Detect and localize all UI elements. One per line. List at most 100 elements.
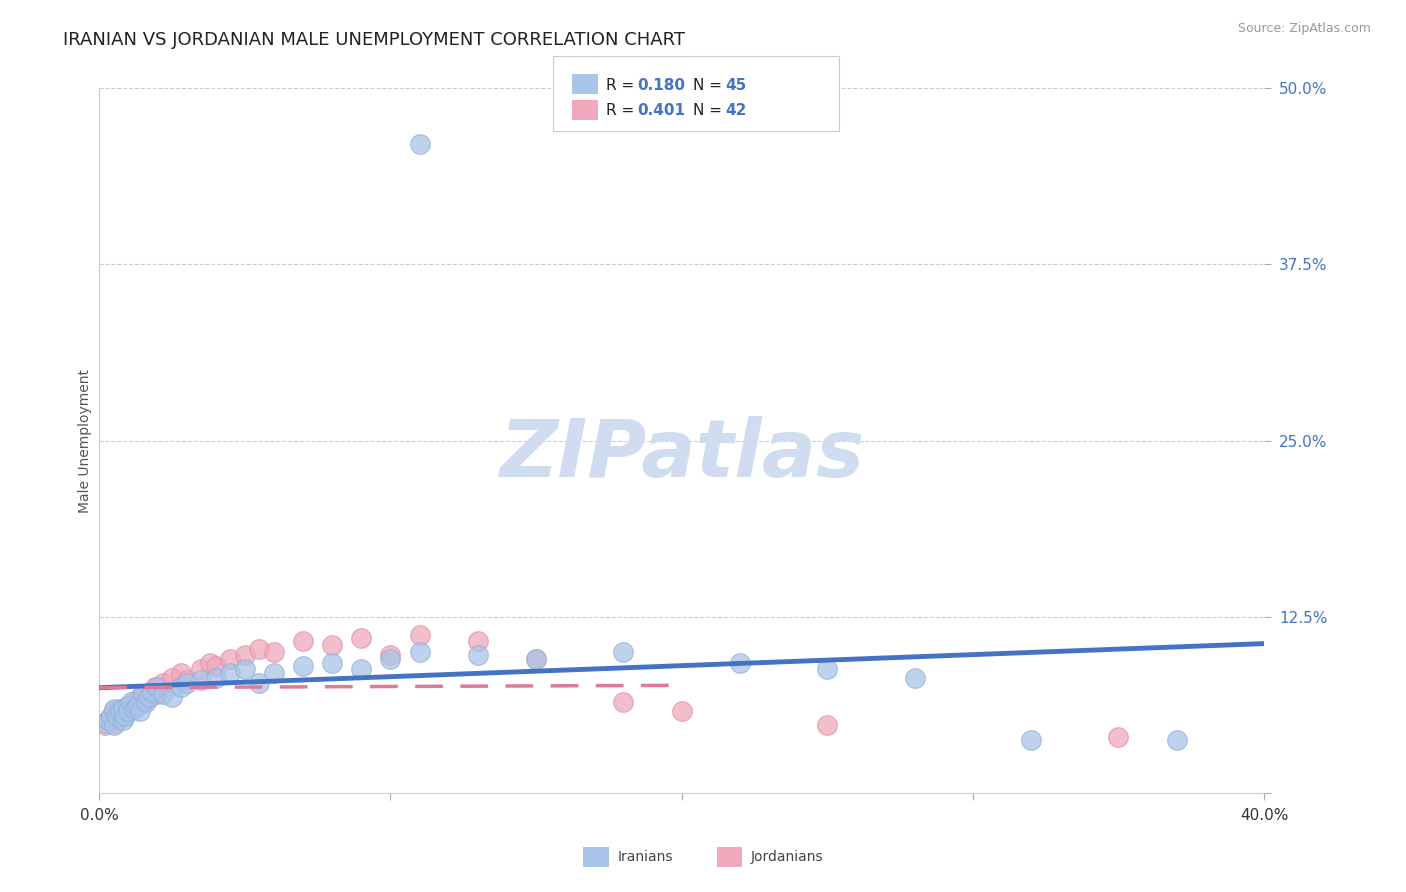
Point [204,659,226,673]
Point [146,681,169,695]
Text: R =: R = [606,103,640,119]
Point [380,652,402,666]
Point [350,631,373,645]
Point [103,715,125,730]
Point [190,662,212,676]
Y-axis label: Male Unemployment: Male Unemployment [79,368,93,513]
Point [105,708,128,723]
Text: Jordanians: Jordanians [751,850,824,864]
Point [125,698,148,713]
Point [120,701,142,715]
Point [612,645,634,659]
Point [247,676,270,690]
Point [103,701,125,715]
Point [114,708,136,723]
Point [292,659,315,673]
Point [1107,730,1129,744]
Point [132,694,155,708]
Point [143,681,166,695]
Point [103,705,125,719]
Text: 42: 42 [725,103,747,119]
Point [94,715,117,730]
Point [219,652,242,666]
Point [108,705,131,719]
Point [263,645,285,659]
Point [100,708,122,723]
Point [152,676,174,690]
Point [125,698,148,713]
Point [728,657,751,671]
Text: IRANIAN VS JORDANIAN MALE UNEMPLOYMENT CORRELATION CHART: IRANIAN VS JORDANIAN MALE UNEMPLOYMENT C… [63,31,685,49]
Point [111,708,134,723]
Point [263,666,285,681]
Text: 0.180: 0.180 [637,78,685,93]
Text: 45: 45 [725,78,747,93]
Point [292,633,315,648]
Point [190,673,212,688]
Point [170,666,193,681]
Point [204,671,226,685]
Point [408,645,430,659]
Point [114,705,136,719]
Point [135,694,157,708]
Point [103,718,125,732]
Point [100,708,122,723]
Point [160,671,183,685]
Point [176,676,198,690]
Point [524,652,547,666]
Point [117,705,139,719]
Point [132,688,155,702]
Point [129,690,152,705]
Point [111,701,134,715]
Point [612,694,634,708]
Point [903,671,925,685]
Point [408,628,430,642]
Point [408,137,430,152]
Point [467,648,489,662]
Point [120,694,142,708]
Text: Iranians: Iranians [617,850,672,864]
Text: R =: R = [606,78,640,93]
Point [138,690,160,705]
Point [233,662,256,676]
Point [219,666,242,681]
Point [321,638,343,652]
Point [321,657,343,671]
Point [350,662,373,676]
Point [129,705,152,719]
Point [1166,732,1188,747]
Point [122,701,145,715]
Point [141,684,163,698]
Point [146,688,169,702]
Point [170,681,193,695]
Point [198,657,221,671]
Point [467,633,489,648]
Point [141,684,163,698]
Point [176,673,198,688]
Text: Source: ZipAtlas.com: Source: ZipAtlas.com [1237,22,1371,36]
Point [815,718,838,732]
Point [152,688,174,702]
Text: 0.401: 0.401 [637,103,685,119]
Text: N =: N = [693,78,727,93]
Point [524,652,547,666]
Point [105,713,128,727]
Point [138,690,160,705]
Point [111,713,134,727]
Point [1019,732,1042,747]
Point [380,648,402,662]
Point [122,694,145,708]
Point [97,713,120,727]
Point [233,648,256,662]
Text: ZIPatlas: ZIPatlas [499,416,865,493]
Text: N =: N = [693,103,727,119]
Point [94,718,117,732]
Point [815,662,838,676]
Point [117,698,139,713]
Point [160,690,183,705]
Point [117,698,139,713]
Point [671,705,693,719]
Point [135,688,157,702]
Point [247,642,270,657]
Point [108,701,131,715]
